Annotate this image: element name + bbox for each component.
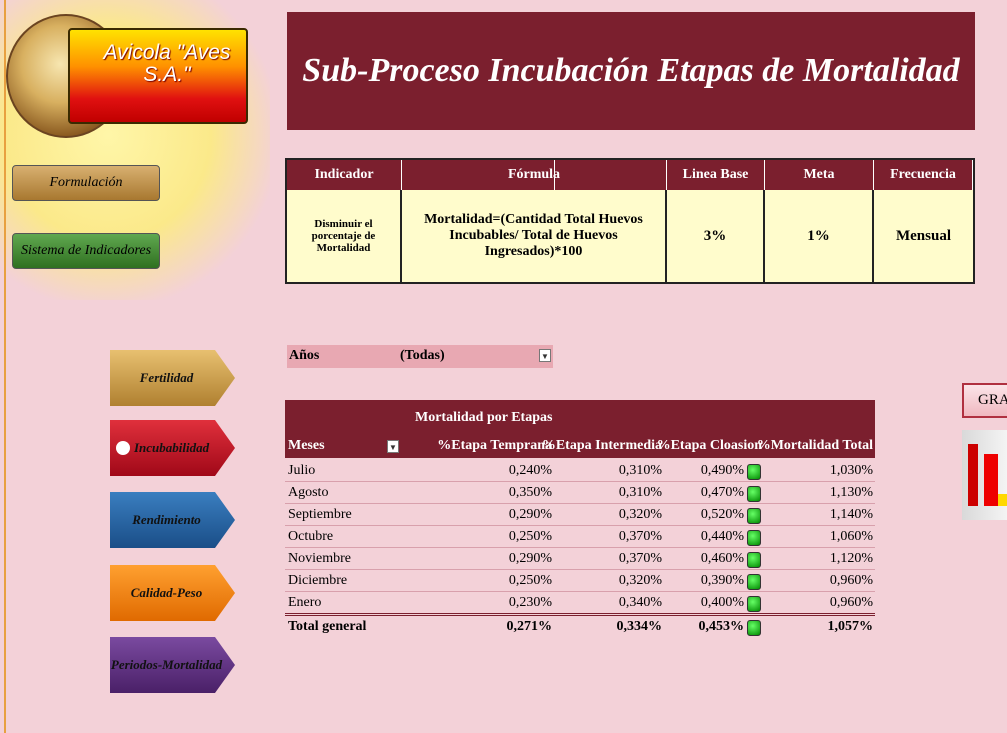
status-icon xyxy=(747,530,761,546)
row-line xyxy=(285,569,875,570)
table-header: Meta xyxy=(765,160,874,190)
table-cell: 0,320% xyxy=(619,573,662,589)
chart-thumbnail xyxy=(962,430,1007,520)
column-header: %Etapa Temprana xyxy=(437,438,552,454)
table-cell: Diciembre xyxy=(288,573,347,589)
table-cell: 0,460% xyxy=(701,551,744,567)
filter-label: Años xyxy=(289,348,319,364)
table-cell: 0,960% xyxy=(830,573,873,589)
chart-button[interactable]: GRA xyxy=(962,383,1007,418)
status-icon xyxy=(747,508,761,524)
table-cell: 3% xyxy=(667,190,765,282)
status-icon xyxy=(747,486,761,502)
table-header: Fórmula xyxy=(402,160,667,190)
table-header: Indicador xyxy=(287,160,402,190)
table-cell: 0,240% xyxy=(509,463,552,479)
table-cell: 0,520% xyxy=(701,507,744,523)
row-line xyxy=(285,547,875,548)
table-cell: Noviembre xyxy=(288,551,351,567)
dropdown[interactable]: ▼ xyxy=(387,440,399,453)
table-cell: Julio xyxy=(288,463,315,479)
thumbnail-graphic xyxy=(962,430,1007,520)
table-cell: 0,490% xyxy=(701,463,744,479)
status-icon xyxy=(747,596,761,612)
process-button[interactable]: Incubabilidad xyxy=(110,420,235,476)
table-cell: 0,960% xyxy=(830,595,873,611)
total-cell: 0,334% xyxy=(617,619,663,635)
thumb-shape xyxy=(984,454,998,506)
table-cell: Enero xyxy=(288,595,321,611)
status-icon xyxy=(747,552,761,568)
table-cell: Agosto xyxy=(288,485,328,501)
company-logo: Avicola "Aves S.A." xyxy=(68,28,248,124)
table-cell: 0,400% xyxy=(701,595,744,611)
minus-icon xyxy=(116,441,130,455)
table-cell: 1,030% xyxy=(830,463,873,479)
total-cell: Total general xyxy=(288,619,366,635)
table-cell: Octubre xyxy=(288,529,333,545)
row-line xyxy=(285,503,875,504)
table-cell: Mortalidad=(Cantidad Total Huevos Incuba… xyxy=(402,190,667,282)
table-cell: 0,310% xyxy=(619,463,662,479)
nav-button[interactable]: Formulación xyxy=(12,165,160,201)
table-cell: 0,350% xyxy=(509,485,552,501)
filter-value: (Todas) xyxy=(400,348,445,364)
process-button[interactable]: Rendimiento xyxy=(110,492,235,548)
table-cell: 0,250% xyxy=(509,573,552,589)
column-header: %Etapa Intermedia xyxy=(542,438,662,454)
table-cell: 0,320% xyxy=(619,507,662,523)
table-cell: Septiembre xyxy=(288,507,352,523)
year-filter: Años (Todas) ▼ xyxy=(287,345,553,368)
row-line xyxy=(285,525,875,526)
table-cell: 1% xyxy=(765,190,874,282)
thumb-shape xyxy=(968,444,978,506)
total-cell: 0,453% xyxy=(699,619,745,635)
nav-button[interactable]: Sistema de Indicadores xyxy=(12,233,160,269)
process-button[interactable]: Periodos-Mortalidad xyxy=(110,637,235,693)
row-line xyxy=(285,591,875,592)
table-cell: 0,230% xyxy=(509,595,552,611)
table-cell: 1,130% xyxy=(830,485,873,501)
row-line xyxy=(285,481,875,482)
group-header: Mortalidad por Etapas xyxy=(415,410,552,426)
table-cell: 0,290% xyxy=(509,507,552,523)
table-cell: 0,440% xyxy=(701,529,744,545)
table-header: Linea Base xyxy=(667,160,765,190)
process-button[interactable]: Calidad-Peso xyxy=(110,565,235,621)
total-cell: 0,271% xyxy=(507,619,553,635)
column-header: Meses xyxy=(288,438,325,454)
table-cell: 1,060% xyxy=(830,529,873,545)
column-header: %Etapa Cloasion xyxy=(657,438,762,454)
status-icon xyxy=(747,464,761,480)
dropdown[interactable]: ▼ xyxy=(539,349,551,362)
border-line xyxy=(4,0,6,733)
table-cell: 0,470% xyxy=(701,485,744,501)
table-cell: 0,370% xyxy=(619,529,662,545)
status-icon xyxy=(747,620,761,636)
table-cell: 0,290% xyxy=(509,551,552,567)
table-cell: 0,340% xyxy=(619,595,662,611)
table-cell: 0,310% xyxy=(619,485,662,501)
page: Avicola "Aves S.A." Sub-Proceso Incubaci… xyxy=(0,0,1007,733)
table-cell: 0,250% xyxy=(509,529,552,545)
table-cell: 0,390% xyxy=(701,573,744,589)
table-cell: 1,140% xyxy=(830,507,873,523)
table-cell: Mensual xyxy=(874,190,973,282)
process-button[interactable]: Fertilidad xyxy=(110,350,235,406)
table-cell: 0,370% xyxy=(619,551,662,567)
header-divider xyxy=(554,160,555,190)
column-header: %Mortalidad Total xyxy=(757,438,873,454)
total-line xyxy=(285,613,875,616)
table-header: Frecuencia xyxy=(874,160,973,190)
thumb-shape xyxy=(998,494,1007,506)
table-cell: 1,120% xyxy=(830,551,873,567)
total-cell: 1,057% xyxy=(828,619,874,635)
status-icon xyxy=(747,574,761,590)
table-cell: Disminuir el porcentaje de Mortalidad xyxy=(287,190,402,282)
page-title: Sub-Proceso Incubación Etapas de Mortali… xyxy=(287,12,975,130)
